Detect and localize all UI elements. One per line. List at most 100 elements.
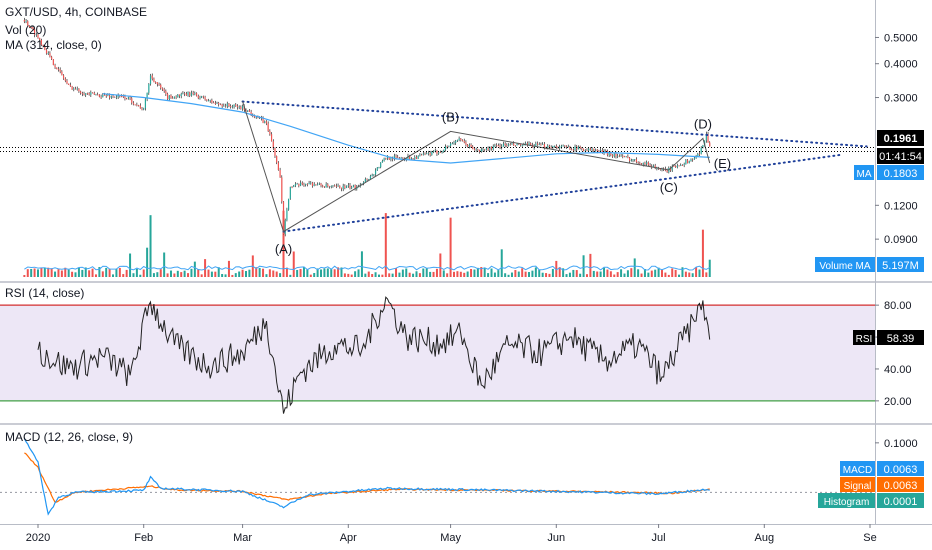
candle xyxy=(692,159,693,160)
volume-bar xyxy=(392,274,394,277)
volume-bar xyxy=(566,274,568,277)
candle xyxy=(63,75,64,78)
volume-bar xyxy=(586,274,588,277)
volume-bar xyxy=(443,270,445,277)
candle xyxy=(348,185,349,186)
macd-axis[interactable]: 0.1000 xyxy=(875,438,918,450)
candle xyxy=(366,179,367,180)
volume-bar xyxy=(467,272,469,277)
candle xyxy=(418,156,419,159)
candle xyxy=(131,98,132,102)
candle xyxy=(344,186,345,188)
volume-bar xyxy=(235,273,237,277)
candle xyxy=(377,167,378,170)
volume-bar xyxy=(105,268,107,277)
volume-bar xyxy=(381,275,383,277)
volume-bar xyxy=(265,274,267,277)
volume-bar xyxy=(320,269,322,277)
candle xyxy=(158,84,159,85)
volume-bar xyxy=(23,275,25,277)
volume-bar xyxy=(150,215,152,277)
candle xyxy=(80,91,81,93)
candle xyxy=(428,153,429,154)
volume-bar xyxy=(187,273,189,277)
candle xyxy=(605,150,606,151)
last-price-badge: 0.1961 01:41:54 xyxy=(877,130,924,164)
rsi-title: RSI (14, close) xyxy=(5,286,84,300)
time-axis[interactable]: 2020 Feb Mar Apr May Jun Jul Aug Se xyxy=(26,524,877,544)
candle xyxy=(544,144,545,147)
volume-bar xyxy=(538,270,540,277)
macd-badge-label: MACD xyxy=(843,465,872,476)
candle xyxy=(104,95,105,96)
candle xyxy=(187,92,188,95)
volume-bar xyxy=(647,273,649,277)
candle xyxy=(414,157,415,159)
volume-bar xyxy=(368,272,370,277)
candle xyxy=(25,21,26,22)
candle xyxy=(203,96,204,97)
volume-bar xyxy=(310,275,312,277)
volume-bar xyxy=(44,268,46,277)
candle xyxy=(337,186,338,187)
price-pane[interactable] xyxy=(0,0,875,281)
candle xyxy=(206,100,207,101)
ma-badge-label: MA xyxy=(857,169,872,180)
candle xyxy=(109,95,110,97)
volume-bar xyxy=(436,269,438,277)
candle xyxy=(218,103,219,104)
volume-bar xyxy=(699,270,701,277)
volume-bar xyxy=(88,270,90,277)
candle xyxy=(561,146,562,147)
candle xyxy=(111,96,112,98)
candle xyxy=(247,110,248,111)
candle xyxy=(189,92,190,96)
candle xyxy=(498,146,499,147)
candle xyxy=(152,76,153,79)
candle xyxy=(51,57,52,60)
volume-bar xyxy=(126,270,128,277)
candle xyxy=(588,149,589,151)
candle xyxy=(182,93,183,94)
price-tick-label: 0.5000 xyxy=(884,32,918,44)
candle xyxy=(694,158,695,159)
volume-bar xyxy=(78,268,80,277)
volume-bar xyxy=(242,270,244,277)
candle xyxy=(583,149,584,151)
candle xyxy=(701,148,702,154)
candle xyxy=(395,156,396,157)
candle xyxy=(426,154,427,155)
candle xyxy=(542,144,543,145)
rsi-tick-label: 20.00 xyxy=(884,396,912,408)
volume-bar xyxy=(473,270,475,277)
volume-bar xyxy=(61,271,63,277)
volume-bar xyxy=(143,269,145,277)
candle xyxy=(276,156,277,162)
ma-label: MA (314, close, 0) xyxy=(5,38,102,52)
candle xyxy=(649,165,650,166)
candle xyxy=(128,97,129,98)
candle xyxy=(129,97,130,98)
volume-bar xyxy=(112,274,114,277)
volume-ma-badge-label: Volume MA xyxy=(819,261,870,272)
candle xyxy=(450,144,451,146)
candle xyxy=(279,170,280,177)
candle xyxy=(505,144,506,146)
candle xyxy=(329,186,330,187)
volume-bar xyxy=(231,275,233,277)
candle xyxy=(320,184,321,186)
candle xyxy=(687,160,688,163)
candle xyxy=(571,149,572,150)
volume-bar xyxy=(279,273,281,277)
candle xyxy=(515,145,516,146)
price-tick-label: 0.0900 xyxy=(884,234,918,246)
volume-bar xyxy=(238,272,240,277)
candle xyxy=(249,110,250,112)
candle xyxy=(416,157,417,159)
candle xyxy=(215,103,216,104)
candle xyxy=(167,94,168,99)
volume-bar xyxy=(572,270,574,277)
volume-bar xyxy=(81,270,83,277)
